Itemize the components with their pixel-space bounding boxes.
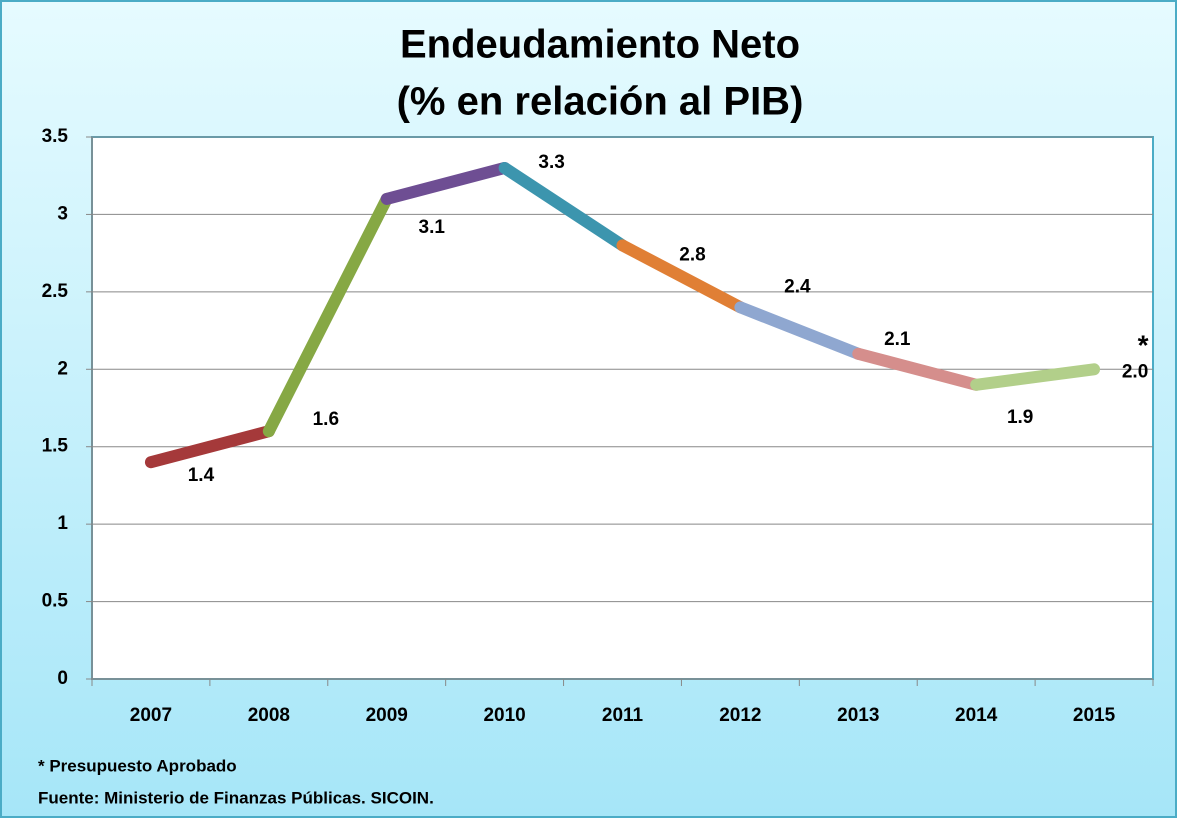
- x-tick-label: 2007: [130, 705, 172, 726]
- line-segment: [616, 239, 747, 314]
- x-tick-label: 2014: [955, 705, 998, 726]
- y-tick-label: 3.5: [42, 126, 69, 147]
- data-label: 3.1: [419, 217, 446, 238]
- y-tick-label: 3: [57, 203, 68, 224]
- data-label: 2.8: [679, 244, 705, 265]
- x-tick-label: 2011: [602, 705, 644, 726]
- data-label: 3.3: [538, 152, 564, 173]
- line-segment: [144, 425, 275, 469]
- annotation: *: [1138, 330, 1149, 361]
- x-tick-label: 2010: [483, 705, 525, 726]
- x-tick-label: 2013: [837, 705, 879, 726]
- y-tick-label: 2: [57, 358, 68, 379]
- chart-title: Endeudamiento Neto: [400, 23, 800, 67]
- data-label: 2.4: [784, 276, 811, 297]
- x-tick-label: 2012: [719, 705, 761, 726]
- data-label: 2.1: [884, 329, 911, 350]
- y-tick-label: 0: [57, 668, 68, 689]
- line-segment: [262, 192, 393, 438]
- line-segment: [380, 161, 511, 205]
- y-tick-label: 1: [57, 513, 68, 534]
- data-label: 1.9: [1007, 407, 1033, 428]
- data-label: 1.6: [313, 409, 339, 430]
- line-segment: [970, 363, 1101, 391]
- x-tick-label: 2008: [248, 705, 290, 726]
- footnote: * Presupuesto Aprobado: [38, 756, 237, 775]
- y-tick-label: 2.5: [42, 281, 69, 302]
- data-label: 1.4: [188, 465, 215, 486]
- plot-area: [91, 136, 1154, 680]
- data-label: 2.0: [1122, 361, 1148, 382]
- x-tick-label: 2009: [366, 705, 408, 726]
- x-tick-label: 2015: [1073, 705, 1116, 726]
- chart-title: (% en relación al PIB): [397, 80, 804, 124]
- line-segment: [734, 301, 865, 360]
- y-tick-label: 0.5: [42, 591, 69, 612]
- footnote: Fuente: Ministerio de Finanzas Públicas.…: [38, 788, 434, 807]
- line-segment: [498, 161, 629, 252]
- line-segment: [852, 347, 983, 391]
- y-tick-label: 1.5: [42, 436, 69, 457]
